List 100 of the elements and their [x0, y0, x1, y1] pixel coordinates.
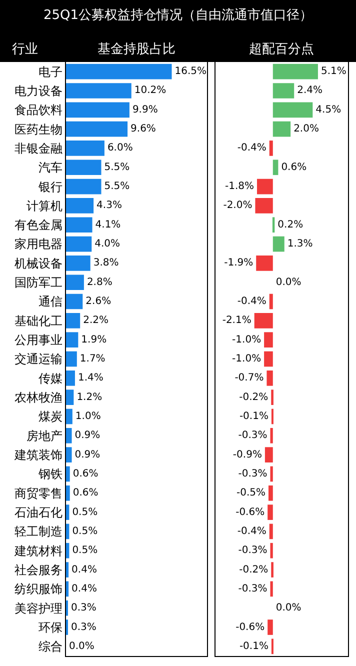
y-tick-label: 国防军工	[14, 276, 63, 290]
data-label: -0.3%	[238, 583, 268, 594]
bar	[66, 370, 75, 386]
bar	[270, 542, 273, 558]
bar	[66, 198, 94, 214]
bar	[66, 485, 70, 501]
data-label: 0.9%	[74, 449, 100, 460]
y-tick-label: 交通运输	[14, 352, 63, 366]
data-label: -0.7%	[234, 372, 264, 384]
y-tick-label: 基础化工	[14, 314, 63, 328]
data-label: 0.6%	[281, 162, 307, 173]
data-label: 0.0%	[69, 640, 94, 652]
bar	[272, 236, 284, 252]
y-tick-label: 有色金属	[14, 218, 63, 232]
y-tick-label: 综合	[38, 640, 63, 654]
data-label: 1.3%	[287, 238, 313, 250]
y-tick-label: 建筑装饰	[14, 448, 63, 462]
bar	[66, 217, 92, 233]
bar	[66, 178, 102, 194]
data-label: 2.8%	[86, 276, 112, 288]
data-label: 9.6%	[130, 124, 156, 135]
bar	[66, 428, 72, 444]
y-tick-label: 商贸零售	[14, 486, 63, 500]
data-label: 4.1%	[95, 219, 121, 230]
data-label: -0.6%	[236, 506, 265, 518]
data-label: 0.5%	[72, 506, 98, 518]
y-tick-label: 家用电器	[14, 237, 63, 252]
bar	[66, 140, 104, 156]
bar	[272, 121, 291, 137]
data-label: 4.0%	[94, 238, 120, 250]
y-tick-label: 通信	[38, 294, 63, 309]
data-label: -0.1%	[239, 410, 268, 422]
y-tick-label: 医药生物	[14, 122, 63, 136]
y-tick-label: 传媒	[38, 371, 63, 386]
bar	[256, 256, 273, 271]
data-label: 0.2%	[278, 219, 304, 230]
data-label: 0.5%	[72, 526, 98, 537]
bar	[66, 581, 69, 597]
data-label: 1.4%	[78, 372, 104, 384]
bar	[268, 620, 273, 635]
data-label: -0.5%	[236, 488, 266, 499]
data-label: 0.0%	[276, 602, 302, 614]
bar	[272, 217, 275, 233]
bar	[268, 485, 273, 501]
data-label: 0.3%	[71, 622, 96, 633]
bar	[66, 64, 172, 80]
y-tick-label: 环保	[38, 620, 63, 634]
bar	[268, 504, 273, 520]
y-tick-label: 计算机	[26, 198, 63, 213]
data-label: 16.5%	[174, 66, 207, 78]
data-label: -0.3%	[238, 545, 268, 556]
data-label: 5.1%	[320, 66, 346, 78]
data-label: -0.4%	[237, 296, 266, 308]
bar	[270, 466, 273, 482]
chart-title: 25Q1公募权益持仓情况（自由流通市值口径）	[43, 7, 313, 24]
data-label: 0.4%	[72, 564, 97, 576]
bar	[66, 447, 72, 462]
y-tick-label: 农林牧渔	[14, 390, 63, 405]
bar	[66, 256, 90, 271]
data-label: 10.2%	[134, 85, 166, 96]
bar	[66, 332, 78, 348]
y-tick-label: 石油石化	[14, 505, 63, 520]
y-tick-label: 食品饮料	[14, 103, 63, 118]
data-label: -1.0%	[232, 354, 262, 364]
data-label: -2.1%	[222, 315, 252, 326]
data-label: 9.9%	[132, 104, 158, 116]
y-tick-label: 房地产	[26, 428, 63, 443]
bar	[66, 562, 69, 578]
y-tick-label: 汽车	[38, 160, 63, 175]
data-label: 1.7%	[80, 354, 106, 364]
bar	[269, 294, 273, 310]
data-label: 4.3%	[96, 200, 122, 212]
bar	[272, 64, 318, 80]
y-axis-title: 行业	[12, 42, 38, 57]
y-tick-label: 社会服务	[14, 562, 63, 577]
bar	[66, 542, 70, 558]
data-label: 5.5%	[104, 162, 130, 173]
bar	[264, 351, 273, 367]
data-label: -0.2%	[239, 564, 268, 576]
bar	[66, 408, 72, 424]
data-label: 0.9%	[74, 430, 100, 442]
data-label: 0.4%	[72, 583, 97, 594]
y-tick-label: 非银金融	[14, 141, 63, 156]
data-label: 5.5%	[104, 181, 130, 192]
y-tick-label: 美容护理	[14, 601, 63, 616]
data-label: 3.8%	[93, 258, 119, 269]
bar	[266, 370, 273, 386]
bar	[269, 140, 273, 156]
bar	[66, 160, 102, 176]
data-label: -0.1%	[239, 640, 268, 652]
bar	[269, 524, 273, 540]
data-label: -0.6%	[236, 622, 265, 633]
bar	[272, 83, 294, 98]
bar	[66, 121, 128, 137]
data-label: 2.2%	[83, 315, 109, 326]
y-tick-label: 轻工制造	[14, 524, 63, 539]
bar	[66, 504, 70, 520]
data-label: 4.5%	[316, 104, 342, 116]
y-tick-label: 纺织服饰	[14, 582, 63, 596]
bar	[66, 524, 70, 540]
